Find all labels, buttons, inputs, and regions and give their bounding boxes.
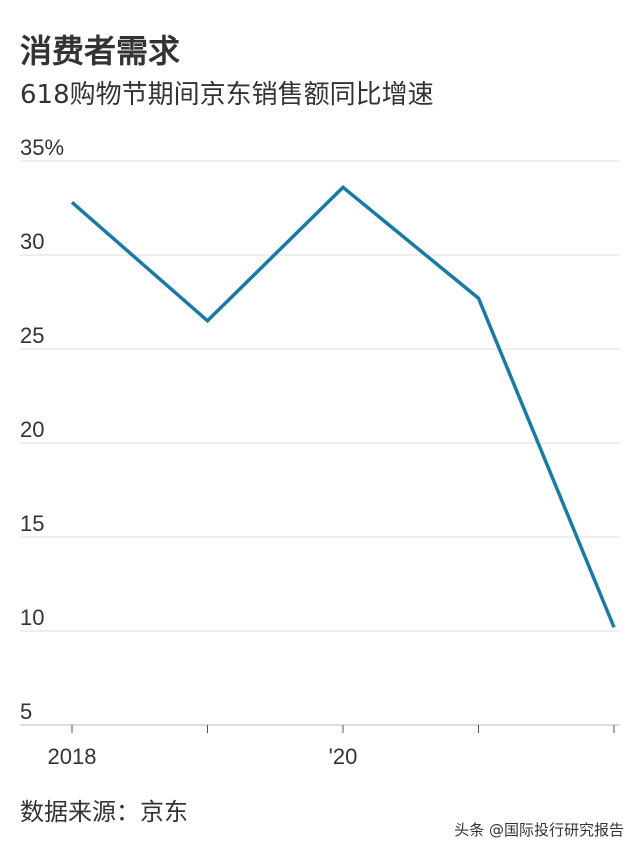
y-tick-label: 30 xyxy=(20,229,44,254)
y-tick-label: 10 xyxy=(20,605,44,630)
y-tick-label: 25 xyxy=(20,323,44,348)
y-tick-label: 5 xyxy=(20,699,32,724)
chart-subtitle: 618购物节期间京东销售额同比增速 xyxy=(20,80,434,110)
x-tick-label: 2018 xyxy=(48,744,97,769)
source: 数据来源：京东 xyxy=(20,798,188,826)
x-tick-label: '20 xyxy=(329,744,358,769)
y-tick-label: 20 xyxy=(20,417,44,442)
watermark: 头条 @国际投行研究报告 xyxy=(454,821,624,839)
chart-title: 消费者需求 xyxy=(20,32,180,70)
y-tick-label: 35% xyxy=(20,135,64,160)
line xyxy=(70,184,616,628)
y-tick-label: 15 xyxy=(20,511,44,536)
